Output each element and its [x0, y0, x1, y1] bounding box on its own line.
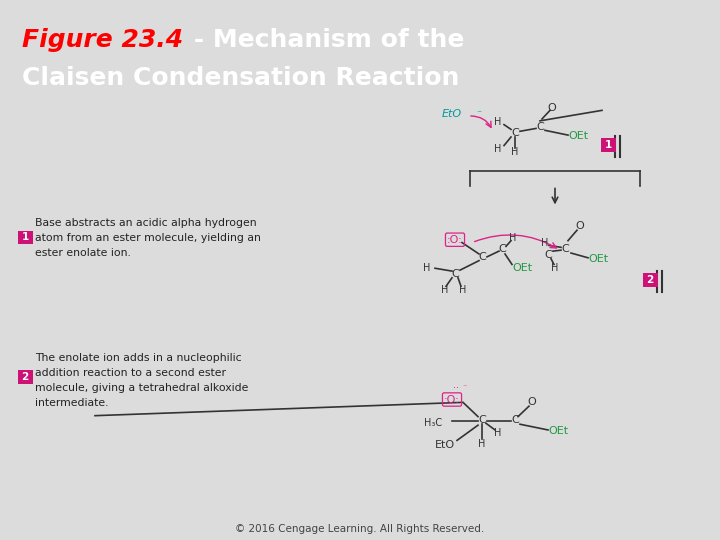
FancyBboxPatch shape	[600, 138, 616, 152]
Text: OEt: OEt	[548, 426, 568, 436]
Text: O: O	[528, 397, 536, 407]
Text: :O:: :O:	[444, 395, 460, 404]
Text: C: C	[536, 122, 544, 132]
Text: C: C	[478, 252, 486, 262]
Text: H: H	[552, 264, 559, 273]
Text: H: H	[441, 285, 449, 295]
FancyBboxPatch shape	[17, 231, 32, 244]
FancyBboxPatch shape	[642, 273, 657, 287]
Text: H₃C: H₃C	[424, 418, 442, 428]
Text: H: H	[541, 238, 549, 247]
Text: ⁻: ⁻	[463, 383, 467, 391]
Text: © 2016 Cengage Learning. All Rights Reserved.: © 2016 Cengage Learning. All Rights Rese…	[235, 524, 485, 534]
Text: EtO: EtO	[435, 440, 455, 450]
Text: 1: 1	[22, 232, 29, 242]
Text: :O:: :O:	[447, 235, 463, 245]
Text: Base abstracts an acidic alpha hydrogen
atom from an ester molecule, yielding an: Base abstracts an acidic alpha hydrogen …	[35, 218, 261, 258]
Text: The enolate ion adds in a nucleophilic
addition reaction to a second ester
molec: The enolate ion adds in a nucleophilic a…	[35, 353, 248, 408]
Text: OEt: OEt	[588, 254, 608, 264]
Text: H: H	[478, 439, 486, 449]
Text: C: C	[478, 415, 486, 426]
Text: H: H	[509, 233, 517, 243]
Text: EtO: EtO	[442, 109, 462, 119]
Text: H: H	[495, 117, 502, 127]
Text: C: C	[561, 244, 569, 254]
Text: H: H	[423, 264, 430, 273]
Text: O: O	[575, 221, 585, 232]
Text: O: O	[548, 103, 557, 112]
Text: C: C	[544, 250, 552, 260]
Text: H: H	[495, 144, 502, 154]
Text: 1: 1	[604, 140, 611, 150]
Text: Claisen Condensation Reaction: Claisen Condensation Reaction	[22, 66, 459, 90]
Text: H: H	[495, 428, 502, 438]
Text: ··: ··	[453, 383, 459, 393]
Text: ⁻: ⁻	[476, 109, 481, 119]
Text: H: H	[511, 147, 518, 157]
Text: C: C	[498, 244, 506, 254]
Text: C: C	[511, 415, 519, 426]
Text: 2: 2	[647, 275, 654, 285]
FancyBboxPatch shape	[17, 370, 32, 384]
Text: - Mechanism of the: - Mechanism of the	[185, 28, 464, 52]
Text: OEt: OEt	[568, 131, 588, 141]
Text: C: C	[511, 128, 519, 138]
Text: OEt: OEt	[512, 264, 532, 273]
Text: Figure 23.4: Figure 23.4	[22, 28, 183, 52]
Text: 2: 2	[22, 372, 29, 382]
Text: C: C	[451, 269, 459, 279]
Text: H: H	[459, 285, 467, 295]
